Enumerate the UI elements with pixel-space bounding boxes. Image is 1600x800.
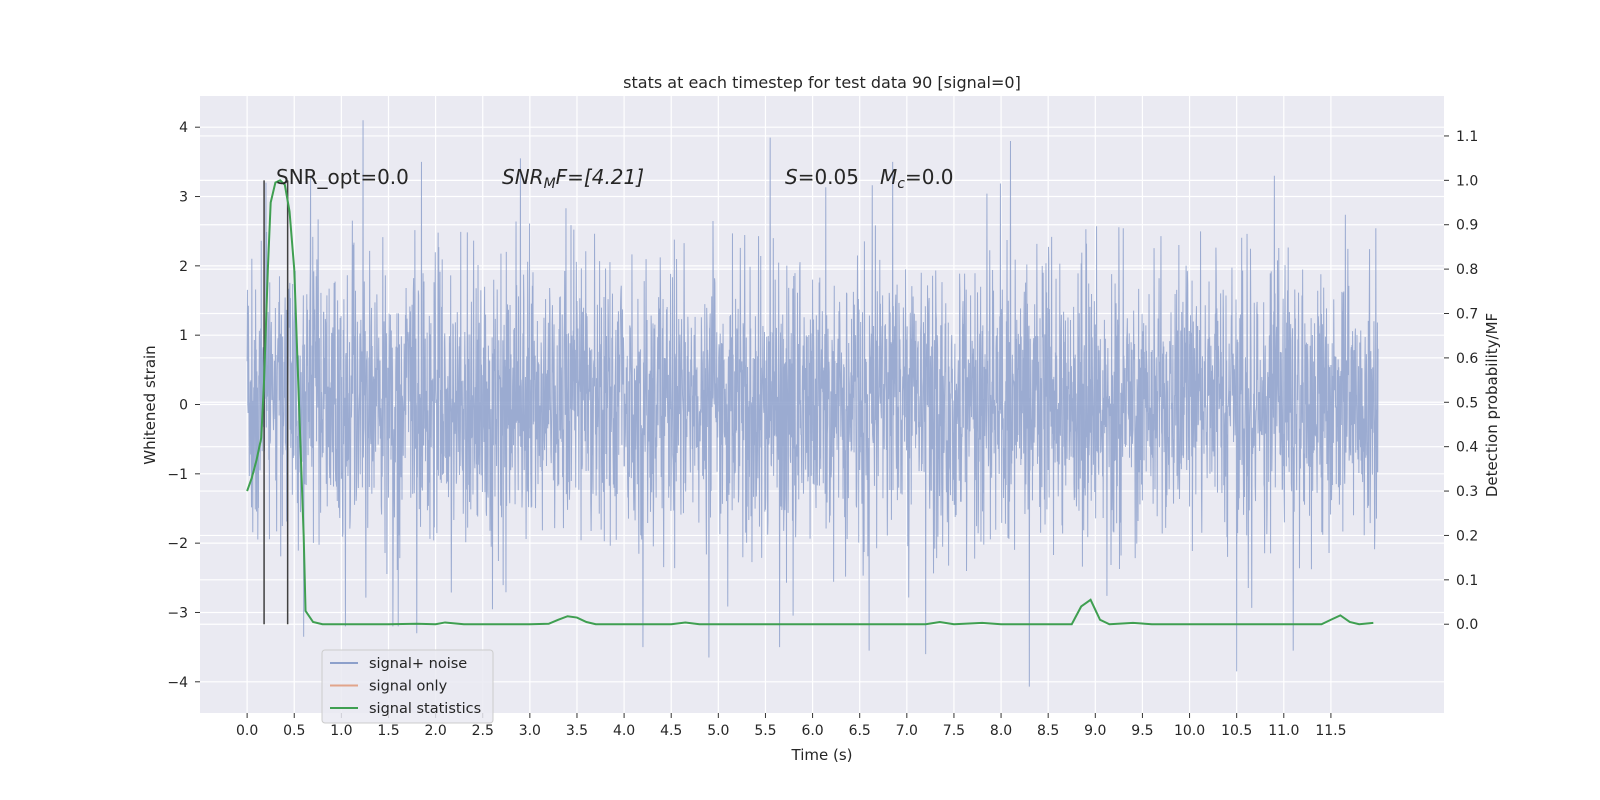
y2-axis-label: Detection probability/MF [1483,313,1501,497]
y-tick-label: −1 [167,467,188,483]
y-tick-label: 2 [179,259,188,275]
signal-noise-line [246,120,1379,687]
x-tick-label: 3.0 [519,723,541,739]
y2-tick-label: 0.0 [1456,617,1478,633]
annotation-mc-value: =0.0 [905,165,954,189]
y-tick-label: −3 [167,605,188,621]
x-tick-label: 3.5 [566,723,588,739]
y2-tick-label: 1.0 [1456,173,1478,189]
x-tick-label: 9.0 [1084,723,1106,739]
x-tick-label: 7.5 [943,723,965,739]
legend-label: signal+ noise [369,656,467,672]
y2-tick-label: 1.1 [1456,129,1478,145]
annotation-mc: Mc=0.0 [880,165,954,192]
y-tick-label: 1 [179,328,188,344]
x-tick-label: 1.0 [330,723,352,739]
x-tick-label: 11.5 [1315,723,1346,739]
x-tick-label: 6.5 [849,723,871,739]
x-tick-label: 10.5 [1221,723,1252,739]
legend-label: signal statistics [369,701,481,717]
x-tick-label: 8.5 [1037,723,1059,739]
signal-statistics-series [246,179,1374,626]
signal-noise-series [246,120,1379,687]
legend: signal+ noise signal only signal statistic… [321,649,494,724]
x-tick-label: 4.0 [613,723,635,739]
annotation-snr-opt: SNR_opt=0.0 [276,165,409,189]
annotations: SNR_opt=0.0 SNRMF=[4.21] S=0.05 Mc=0.0 [276,165,954,192]
x-tick-label: 9.5 [1131,723,1153,739]
x-axis-label: Time (s) [791,746,853,764]
annotation-mc-prefix: M [880,165,897,189]
y2-tick-label: 0.1 [1456,573,1478,589]
x-tick-label: 5.0 [707,723,729,739]
y2-tick-label: 0.4 [1456,440,1478,456]
y-axis-left: 4 3 2 1 0 −1 −2 −3 −4 [167,120,200,691]
legend-box [321,649,494,724]
x-tick-label: 5.5 [754,723,776,739]
annotation-s-prefix: S [785,165,798,189]
x-tick-label: 11.0 [1268,723,1299,739]
annotation-snr-mf-sub: M [544,176,556,192]
x-tick-label: 4.5 [660,723,682,739]
y-tick-label: −4 [167,675,188,691]
annotation-snr-mf-suffix: F=[4.21] [556,165,644,189]
x-tick-label: 6.0 [801,723,823,739]
x-tick-label: 10.0 [1174,723,1205,739]
y2-tick-label: 0.3 [1456,484,1478,500]
annotation-s: S=0.05 [785,165,859,189]
y2-tick-label: 0.2 [1456,528,1478,544]
y2-tick-label: 0.7 [1456,307,1478,323]
x-tick-label: 8.0 [990,723,1012,739]
y-tick-label: 4 [179,120,188,136]
y2-tick-label: 0.6 [1456,351,1478,367]
signal-statistics-line [246,179,1374,626]
y2-tick-label: 0.5 [1456,395,1478,411]
annotation-snr-mf-prefix: SNR [502,165,544,189]
y-tick-label: 0 [179,398,188,414]
x-tick-label: 1.5 [377,723,399,739]
x-tick-label: 7.0 [896,723,918,739]
y-axis-label: Whitened strain [141,345,159,464]
y2-tick-label: 0.9 [1456,218,1478,234]
x-tick-label: 2.5 [472,723,494,739]
y-axis-right: 1.1 1.0 0.9 0.8 0.7 0.6 0.5 0.4 0.3 0.2 0.1 0.0 [1444,129,1478,633]
x-tick-label: 2.0 [424,723,446,739]
x-axis: 0.0 0.5 1.0 1.5 2.0 2.5 3.0 3.5 4.0 4.5 5.0 5.5 6.0 6… [236,713,1346,739]
annotation-snr-mf: SNRMF=[4.21] [502,165,644,192]
y-tick-label: −2 [167,536,188,552]
y2-tick-label: 0.8 [1456,262,1478,278]
x-tick-label: 0.5 [283,723,305,739]
annotation-mc-sub: c [897,176,905,192]
y-tick-label: 3 [179,190,188,206]
vertical-markers [263,180,289,625]
x-tick-label: 0.0 [236,723,258,739]
legend-label: signal only [369,679,448,695]
chart-title: stats at each timestep for test data 90 … [623,73,1021,92]
annotation-s-value: =0.05 [798,165,859,189]
